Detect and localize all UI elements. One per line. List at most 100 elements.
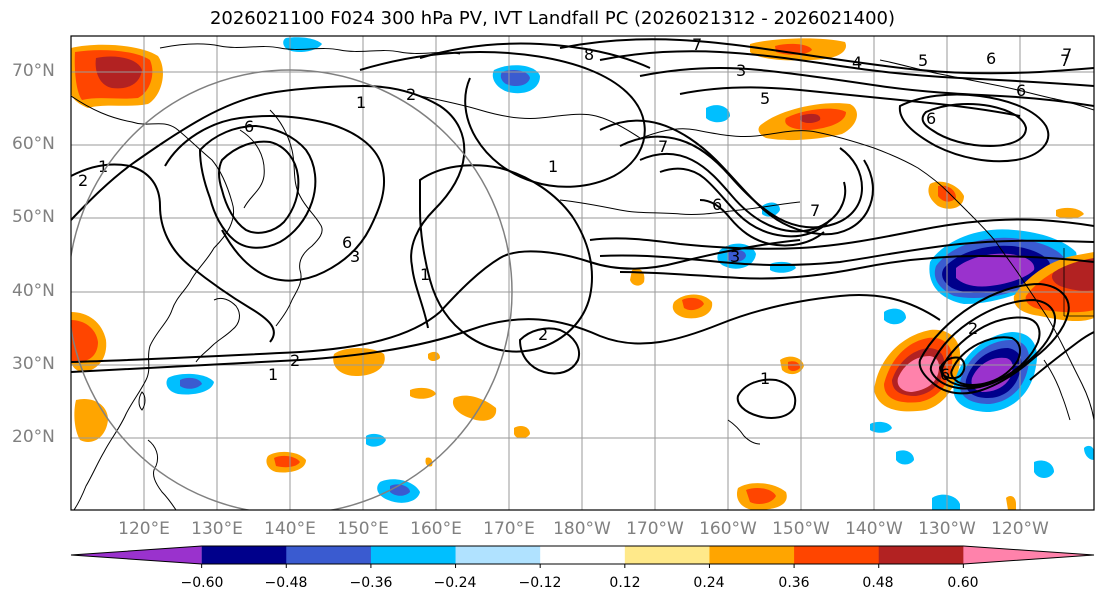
contour-label: 7	[1060, 51, 1070, 70]
colorbar-tick-label: 0.60	[947, 575, 979, 591]
coastline-chukotka	[419, 95, 641, 139]
colorbar-segment	[709, 546, 795, 564]
colorbar-tick-label: 0.24	[693, 575, 725, 591]
lon-label: 140°W	[845, 519, 903, 539]
lat-label: 60°N	[12, 134, 55, 154]
pv-contour-loop-east	[898, 93, 1050, 163]
colorbar-tick-label: −0.24	[433, 575, 477, 591]
colorbar-segment	[540, 546, 626, 564]
contour-label: 4	[852, 53, 862, 72]
map-frame	[70, 35, 1095, 511]
coastlines	[71, 43, 1094, 510]
shade-darkred	[1052, 258, 1094, 291]
shaded-fields	[71, 37, 1094, 510]
lon-label: 150°W	[772, 519, 830, 539]
shade-red	[71, 320, 98, 362]
contour-label: 6	[986, 49, 996, 68]
coastline-east-asia	[71, 95, 234, 510]
contour-label: 6	[940, 365, 950, 384]
shade-cyan	[283, 37, 322, 52]
coastline-philippines	[147, 439, 177, 510]
gridlines	[71, 36, 1094, 510]
lon-label: 120°E	[118, 519, 170, 539]
lat-label: 40°N	[12, 281, 55, 301]
pv-contour-trough-3	[639, 153, 847, 233]
colorbar-segment	[455, 546, 541, 564]
coastline-sea-of-okhotsk	[239, 129, 265, 209]
pv-contour-ridge-2	[599, 239, 1094, 266]
contour-label: 6	[712, 195, 722, 214]
contour-label: 6	[342, 233, 352, 252]
contour-label: 7	[658, 137, 668, 156]
lon-label: 180°W	[553, 519, 611, 539]
colorbar-segment	[71, 546, 202, 564]
contour-label: 2	[406, 85, 416, 104]
map-title: 2026021100 F024 300 hPa PV, IVT Landfall…	[209, 8, 896, 29]
pv-contour-trough-2	[619, 135, 864, 229]
lon-label: 150°E	[337, 519, 389, 539]
contour-label: 1	[356, 93, 366, 112]
pv-contour-6-west	[198, 124, 317, 249]
pv-contour-trough-5	[699, 199, 825, 247]
pv-contour-2-central	[518, 327, 580, 375]
contour-label: 3	[350, 247, 360, 266]
shade-cyan	[706, 105, 730, 123]
lat-label: 70°N	[12, 61, 55, 81]
contour-label: 6	[244, 117, 254, 136]
pv-contour-inner	[218, 140, 300, 234]
contour-label: 1	[548, 157, 558, 176]
lon-label: 130°W	[918, 519, 976, 539]
shade-cyan	[932, 494, 960, 510]
coastline-hawaii	[727, 419, 761, 445]
landfall-region-circle	[71, 69, 513, 510]
shade-orange	[74, 398, 108, 442]
pv-contours	[71, 38, 1094, 419]
shade-cyan	[1084, 445, 1094, 460]
shade-darkred	[800, 113, 821, 123]
pv-contour-2-west	[164, 115, 386, 282]
colorbar-segment	[624, 546, 710, 564]
lat-label: 20°N	[12, 427, 55, 447]
coastline-arctic-siberia	[159, 43, 461, 55]
lon-label: 170°W	[626, 519, 684, 539]
lon-label: 130°E	[191, 519, 243, 539]
colorbar-tick-label: −0.36	[349, 575, 393, 591]
colorbar-tick-label: 0.12	[609, 575, 641, 591]
pv-contour-1-hawaii	[736, 378, 797, 419]
colorbar-segment	[878, 546, 964, 564]
lat-label: 50°N	[12, 207, 55, 227]
pv-contour-1-west	[71, 163, 275, 343]
contour-label: 7	[810, 201, 820, 220]
shade-purple	[956, 253, 1035, 287]
colorbar-segment	[201, 546, 287, 564]
pv-contour-cutoff-2	[929, 298, 1056, 390]
pv-contour-cutoff-1	[918, 282, 1070, 395]
contour-labels: 1 2 6 1 2 7 8 7 6 1 3 4 5 6 7 5 6 7 7 6 …	[78, 35, 1072, 388]
shade-blue	[180, 377, 202, 389]
shade-cyan	[896, 450, 914, 465]
contour-label: 2	[968, 319, 978, 338]
contour-label: 7	[1062, 45, 1072, 64]
contour-label: 5	[760, 89, 770, 108]
colorbar-tick-label: −0.48	[264, 575, 308, 591]
contour-label: 1	[268, 365, 278, 384]
colorbar-tick-label: −0.12	[518, 575, 562, 591]
colorbar-tick-label: 0.48	[862, 575, 894, 591]
contour-label: 1	[420, 265, 430, 284]
contour-label: 1	[98, 157, 108, 176]
lon-label: 120°W	[991, 519, 1049, 539]
shade-cyan	[366, 433, 386, 447]
coastline-alaska	[635, 128, 969, 213]
colorbar-tick-label: −0.60	[180, 575, 224, 591]
lon-label: 170°E	[483, 519, 535, 539]
colorbar-segment	[963, 546, 1094, 564]
pv-contour-east-tail	[1029, 331, 1094, 381]
lon-label: 160°W	[699, 519, 757, 539]
coastline-taiwan	[138, 391, 146, 411]
pv-contour-outer-west	[71, 84, 466, 329]
contour-label: 3	[736, 61, 746, 80]
shade-orange	[1056, 207, 1084, 219]
shade-cyan	[870, 421, 892, 433]
contour-label: 2	[78, 171, 88, 190]
